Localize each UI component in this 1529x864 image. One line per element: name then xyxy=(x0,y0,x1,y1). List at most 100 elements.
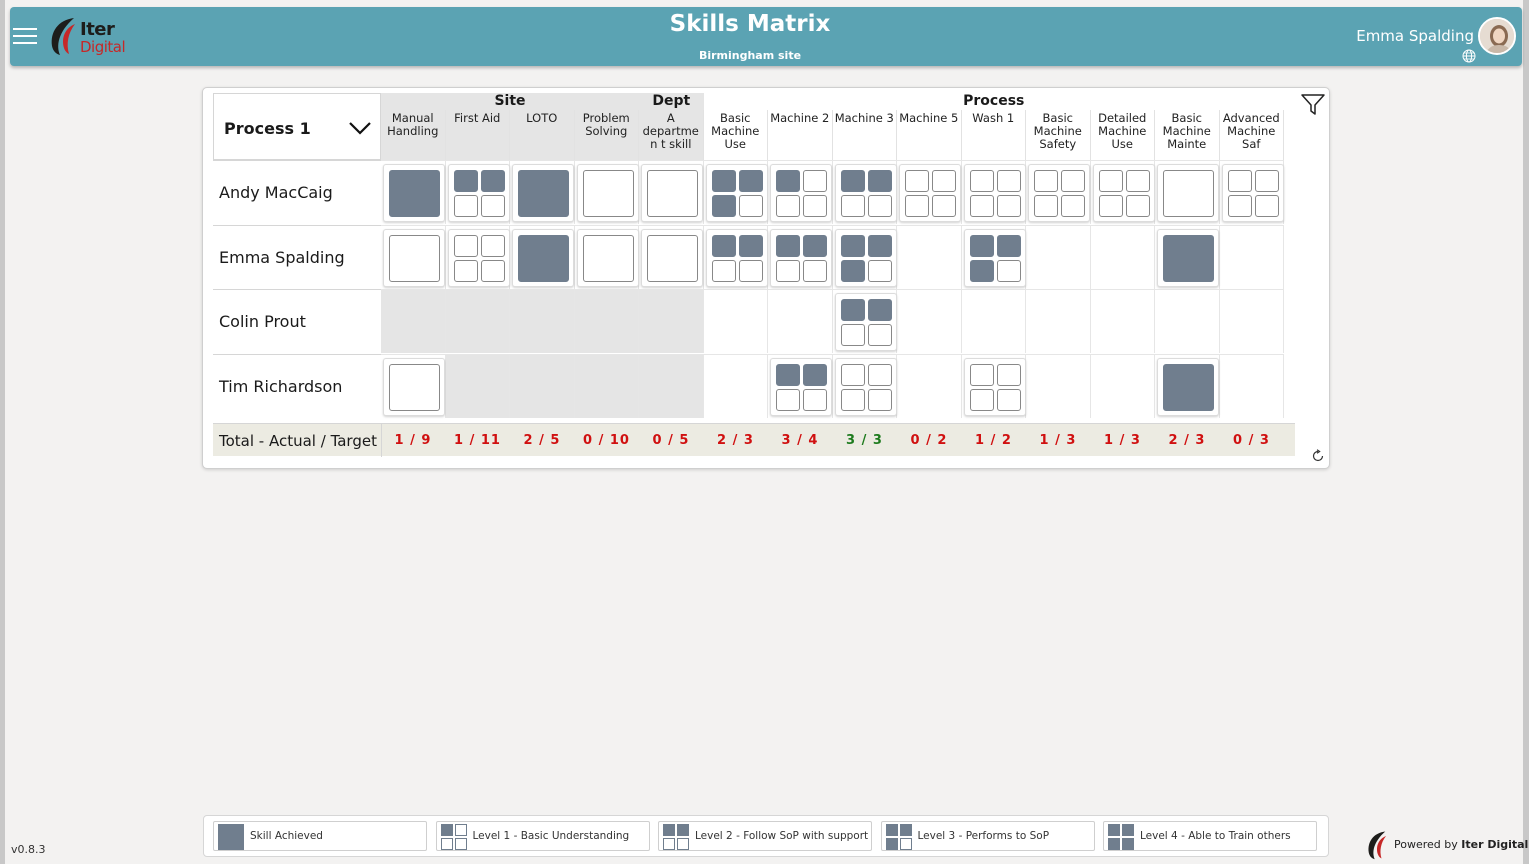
skill-level-tile[interactable] xyxy=(1221,164,1284,222)
skill-achieved-tile[interactable] xyxy=(1157,228,1219,287)
level-quadrant xyxy=(480,170,505,192)
column-total: 1 / 11 xyxy=(454,433,501,448)
skill-level-tile[interactable] xyxy=(834,228,897,287)
level-quadrant xyxy=(803,234,827,257)
level-quadrant xyxy=(776,195,800,217)
matrix-cell[interactable] xyxy=(510,224,575,289)
matrix-cell[interactable] xyxy=(639,160,704,224)
refresh-icon[interactable] xyxy=(1311,449,1325,463)
skill-not-achieved-box xyxy=(582,170,634,217)
matrix-cell xyxy=(510,289,575,353)
matrix-cell[interactable] xyxy=(832,160,897,224)
skill-level-tile[interactable] xyxy=(770,357,832,416)
matrix-cell[interactable] xyxy=(381,353,446,418)
matrix-cell xyxy=(1090,353,1155,418)
matrix-cell[interactable] xyxy=(510,160,575,224)
globe-icon[interactable] xyxy=(1462,49,1476,63)
process-dropdown[interactable]: Process 1 xyxy=(213,93,381,160)
matrix-cell[interactable] xyxy=(1155,224,1220,289)
matrix-cell xyxy=(381,289,446,353)
column-header: First Aid xyxy=(445,110,510,160)
filter-icon[interactable] xyxy=(1301,94,1325,116)
skill-achieved-tile[interactable] xyxy=(641,164,703,222)
matrix-cell[interactable] xyxy=(1219,160,1284,224)
skill-achieved-tile[interactable] xyxy=(1157,164,1219,222)
skill-level-tile[interactable] xyxy=(1092,164,1155,222)
skill-level-tile[interactable] xyxy=(770,228,832,287)
matrix-cell[interactable] xyxy=(639,224,704,289)
matrix-cell[interactable] xyxy=(832,289,897,353)
skill-level-tile[interactable] xyxy=(770,164,832,222)
page-subtitle: Birmingham site xyxy=(698,49,802,62)
skill-level-tile[interactable] xyxy=(1028,164,1090,222)
matrix-cell[interactable] xyxy=(703,160,768,224)
skill-level-tile[interactable] xyxy=(963,164,1026,222)
swatch-quadrant xyxy=(899,838,912,850)
level-swatch xyxy=(440,824,467,850)
skill-achieved-tile[interactable] xyxy=(512,164,574,222)
matrix-cell[interactable] xyxy=(832,224,897,289)
level-quadrant xyxy=(1254,195,1279,217)
skill-level-tile[interactable] xyxy=(963,357,1026,416)
skill-achieved-tile[interactable] xyxy=(576,164,639,222)
matrix-cell[interactable] xyxy=(832,353,897,418)
level-quadrant xyxy=(453,195,478,217)
skill-level-tile[interactable] xyxy=(899,164,961,222)
matrix-cell[interactable] xyxy=(961,224,1026,289)
matrix-cell[interactable] xyxy=(445,160,510,224)
matrix-cell[interactable] xyxy=(381,224,446,289)
skill-level-tile[interactable] xyxy=(447,228,510,287)
matrix-cell[interactable] xyxy=(1090,160,1155,224)
matrix-cell[interactable] xyxy=(1155,353,1220,418)
employee-name[interactable]: Colin Prout xyxy=(213,289,381,353)
matrix-cell[interactable] xyxy=(897,160,962,224)
skill-achieved-tile[interactable] xyxy=(641,228,703,287)
skill-level-tile[interactable] xyxy=(834,293,897,351)
skill-level-tile[interactable] xyxy=(834,164,897,222)
matrix-cell[interactable] xyxy=(1155,160,1220,224)
level-quadrant xyxy=(1061,170,1085,192)
skill-achieved-tile[interactable] xyxy=(512,228,574,287)
skill-achieved-tile[interactable] xyxy=(383,357,445,416)
user-name[interactable]: Emma Spalding xyxy=(1356,27,1474,45)
matrix-cell[interactable] xyxy=(768,160,833,224)
column-total: 2 / 3 xyxy=(1168,433,1206,448)
matrix-cell[interactable] xyxy=(381,160,446,224)
level-quadrant xyxy=(840,259,865,282)
matrix-cell[interactable] xyxy=(445,224,510,289)
skill-level-tile[interactable] xyxy=(834,357,897,416)
totals-row: Total - Actual / Target 1 / 9 1 / 11 2 / 5… xyxy=(213,423,1295,457)
skill-level-tile[interactable] xyxy=(705,228,768,287)
matrix-cell[interactable] xyxy=(574,160,639,224)
skill-achieved-tile[interactable] xyxy=(576,228,639,287)
skill-level-tile[interactable] xyxy=(705,164,768,222)
matrix-cell[interactable] xyxy=(574,224,639,289)
legend-item: Level 2 - Follow SoP with support xyxy=(658,821,872,851)
legend-bar: Skill Achieved Level 1 - Basic Understand… xyxy=(203,815,1329,857)
matrix-cell[interactable] xyxy=(768,224,833,289)
matrix-cell[interactable] xyxy=(768,353,833,418)
swatch-quadrant xyxy=(1122,824,1134,836)
avatar-portrait-icon xyxy=(1480,19,1514,53)
matrix-cell[interactable] xyxy=(1026,160,1091,224)
matrix-cell[interactable] xyxy=(961,353,1026,418)
skill-level-tile[interactable] xyxy=(447,164,510,222)
user-avatar[interactable] xyxy=(1478,17,1516,55)
skills-matrix-card: Process 1 Site Dept Process Manual Handling… xyxy=(202,87,1330,469)
employee-name[interactable]: Emma Spalding xyxy=(213,224,381,289)
hamburger-menu-icon[interactable] xyxy=(13,28,37,46)
swatch-quadrant xyxy=(1108,838,1120,850)
chevron-down-icon xyxy=(349,122,371,135)
swatch-quadrant xyxy=(663,838,675,850)
skill-achieved-tile[interactable] xyxy=(1157,357,1219,416)
column-header: Machine 3 xyxy=(833,110,897,160)
level-quadrant xyxy=(867,195,892,217)
matrix-cell[interactable] xyxy=(703,224,768,289)
skill-achieved-tile[interactable] xyxy=(383,164,445,222)
employee-name[interactable]: Tim Richardson xyxy=(213,353,381,418)
skill-achieved-tile[interactable] xyxy=(383,228,445,287)
employee-name[interactable]: Andy MacCaig xyxy=(213,160,381,224)
matrix-cell[interactable] xyxy=(961,160,1026,224)
skill-level-tile[interactable] xyxy=(963,228,1026,287)
level-quadrant xyxy=(867,388,892,411)
